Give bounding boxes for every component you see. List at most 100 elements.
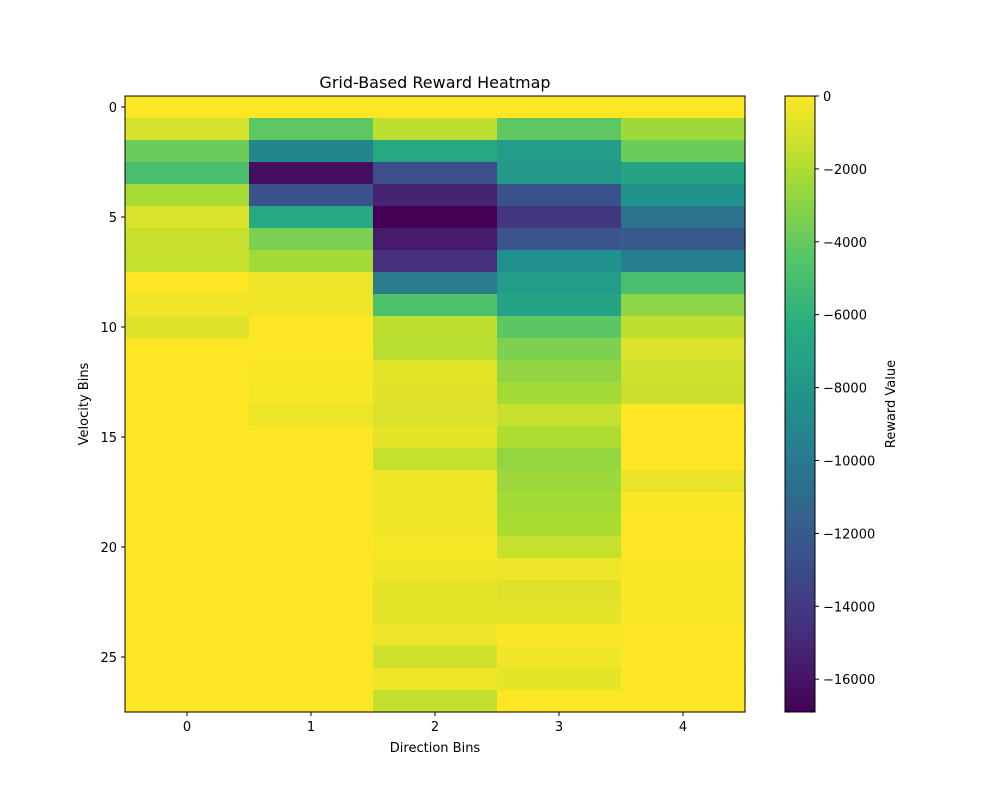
heatmap-cell [497, 580, 622, 603]
heatmap-cell [125, 624, 250, 647]
heatmap-cell [249, 646, 374, 669]
heatmap-cell [497, 536, 622, 559]
heatmap-cell [125, 668, 250, 691]
heatmap-cell [249, 426, 374, 449]
heatmap-cell [497, 272, 622, 295]
chart-title: Grid-Based Reward Heatmap [319, 73, 550, 92]
y-tick-label: 15 [100, 431, 117, 446]
heatmap-cell [249, 536, 374, 559]
heatmap-cell [621, 316, 746, 339]
heatmap-cell [125, 646, 250, 669]
heatmap-cell [249, 184, 374, 207]
heatmap-cell [125, 690, 250, 713]
heatmap-cell [125, 602, 250, 625]
heatmap-cell [621, 184, 746, 207]
heatmap-cell [621, 162, 746, 185]
heatmap-cell [249, 602, 374, 625]
heatmap-cell [621, 228, 746, 251]
heatmap-cell [373, 470, 498, 493]
heatmap-cell [125, 448, 250, 471]
heatmap-cell [373, 360, 498, 383]
x-axis-label: Direction Bins [390, 741, 481, 756]
heatmap-cell [621, 360, 746, 383]
y-tick-label: 10 [100, 321, 117, 336]
heatmap-cell [497, 96, 622, 119]
y-axis-label: Velocity Bins [77, 362, 92, 445]
heatmap-cell [373, 580, 498, 603]
heatmap-cell [621, 294, 746, 317]
heatmap-cell [373, 162, 498, 185]
heatmap-cell [125, 558, 250, 581]
heatmap-cell [125, 360, 250, 383]
heatmap-cell [497, 338, 622, 361]
heatmap-cell [621, 96, 746, 119]
heatmap-cell [497, 668, 622, 691]
colorbar-label: Reward Value [884, 360, 899, 448]
heatmap-cell [249, 624, 374, 647]
x-axis-ticks: 0 1 2 3 4 [183, 712, 687, 735]
heatmap-cell [497, 184, 622, 207]
heatmap-cell [621, 140, 746, 163]
heatmap-cell [249, 250, 374, 273]
heatmap-cell [125, 470, 250, 493]
heatmap-cell [497, 492, 622, 515]
heatmap-cell [249, 228, 374, 251]
colorbar-tick-label: −12000 [823, 527, 875, 542]
heatmap-cell [125, 272, 250, 295]
colorbar-tick-label: −2000 [823, 163, 867, 178]
colorbar-tick-label: 0 [823, 90, 831, 105]
heatmap-cell [621, 646, 746, 669]
heatmap-cell [125, 140, 250, 163]
heatmap-cell [621, 624, 746, 647]
y-tick-label: 25 [100, 651, 117, 666]
heatmap-cell [373, 514, 498, 537]
heatmap-cell [621, 206, 746, 229]
heatmap-cell [497, 602, 622, 625]
heatmap-cell [621, 602, 746, 625]
heatmap-cell [497, 624, 622, 647]
heatmap-cell [497, 514, 622, 537]
heatmap-cell [497, 382, 622, 405]
heatmap-cell [249, 448, 374, 471]
heatmap-cell [125, 382, 250, 405]
heatmap-cell [621, 536, 746, 559]
heatmap-cell [373, 184, 498, 207]
y-tick-label: 0 [109, 101, 117, 116]
heatmap-cell [125, 404, 250, 427]
heatmap-cell [373, 382, 498, 405]
heatmap-cell [125, 206, 250, 229]
heatmap-cell [125, 184, 250, 207]
heatmap-cell [373, 448, 498, 471]
colorbar-tick-label: −6000 [823, 309, 867, 324]
heatmap-cell [249, 272, 374, 295]
colorbar-tick-label: −4000 [823, 236, 867, 251]
heatmap-cell [249, 338, 374, 361]
heatmap-cell [497, 448, 622, 471]
heatmap-cell [373, 206, 498, 229]
heatmap-cell [497, 558, 622, 581]
heatmap-cell [373, 624, 498, 647]
heatmap-cell [497, 118, 622, 141]
heatmap-cell [373, 690, 498, 713]
heatmap-cell [249, 558, 374, 581]
heatmap-cell [249, 492, 374, 515]
y-axis-ticks: 0 5 10 15 20 25 [100, 101, 125, 666]
x-tick-label: 0 [183, 720, 191, 735]
heatmap-cells [125, 96, 746, 713]
heatmap-cell [621, 118, 746, 141]
heatmap-cell [621, 668, 746, 691]
x-tick-label: 4 [679, 720, 687, 735]
heatmap-cell [373, 602, 498, 625]
heatmap-cell [249, 690, 374, 713]
heatmap-cell [621, 690, 746, 713]
heatmap-cell [621, 514, 746, 537]
x-tick-label: 3 [555, 720, 563, 735]
heatmap-cell [249, 404, 374, 427]
heatmap-cell [373, 118, 498, 141]
heatmap-cell [497, 646, 622, 669]
heatmap-cell [497, 294, 622, 317]
heatmap-cell [621, 448, 746, 471]
colorbar-tick-label: −16000 [823, 673, 875, 688]
heatmap-cell [497, 228, 622, 251]
